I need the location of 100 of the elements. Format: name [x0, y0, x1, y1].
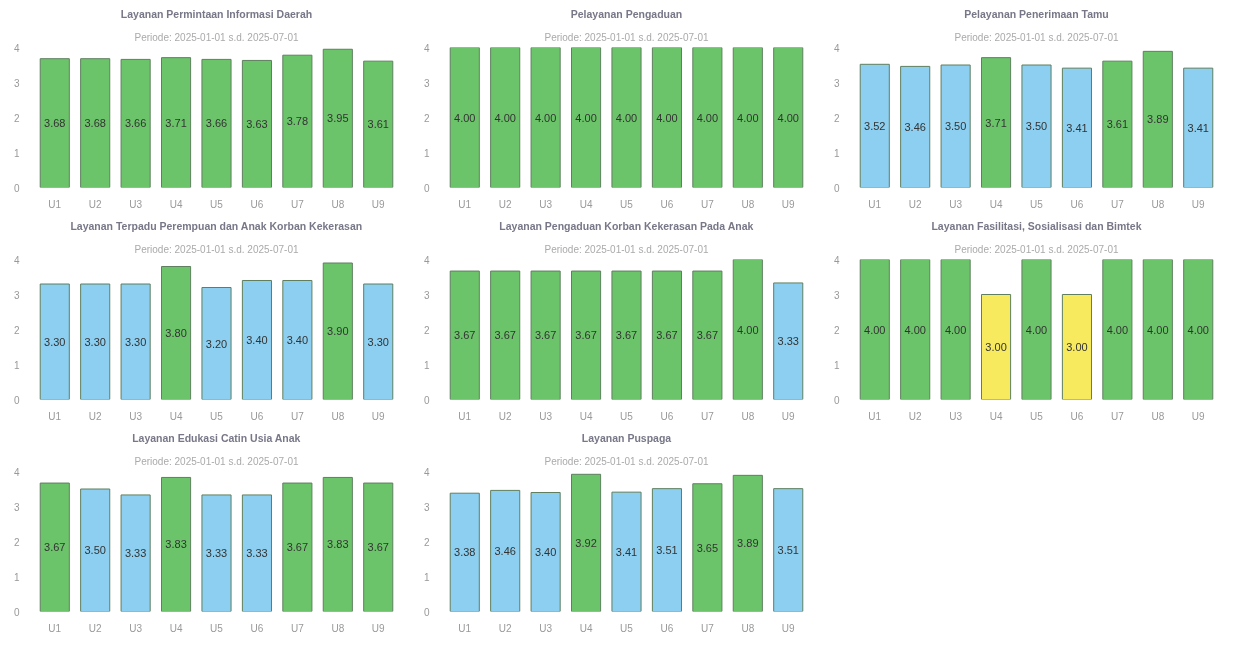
data-label: 3.46	[904, 120, 926, 133]
y-tick-label: 2	[423, 536, 430, 548]
x-tick-label: U2	[498, 198, 513, 210]
data-label: 3.67	[696, 329, 719, 342]
data-label: 3.89	[737, 537, 759, 550]
data-label: 3.50	[944, 120, 967, 133]
data-label: 3.68	[44, 117, 66, 130]
x-tick-label: U9	[371, 622, 386, 634]
chart-subtitle: Periode: 2025-01-01 s.d. 2025-07-01	[544, 455, 709, 467]
y-tick-label: 4	[13, 466, 20, 478]
x-tick-label: U8	[1151, 410, 1165, 422]
y-tick-label: 2	[833, 112, 840, 124]
data-label: 3.90	[327, 325, 349, 338]
x-tick-label: U2	[88, 198, 103, 210]
y-tick-label: 3	[423, 77, 430, 89]
data-label: 3.40	[286, 334, 309, 346]
y-tick-label: 1	[423, 147, 430, 159]
x-tick-label: U6	[250, 410, 264, 422]
data-label: 4.00	[864, 323, 886, 336]
data-label: 4.00	[944, 323, 967, 336]
x-tick-label: U5	[210, 198, 224, 210]
y-tick-label: 3	[13, 77, 20, 89]
chart-title: Pelayanan Pengaduan	[570, 7, 683, 20]
data-label: 3.33	[124, 547, 147, 560]
y-tick-label: 3	[833, 77, 840, 89]
x-tick-label: U5	[620, 198, 634, 210]
x-tick-label: U3	[539, 198, 553, 210]
data-label: 3.67	[615, 329, 638, 342]
y-tick-label: 4	[423, 254, 430, 266]
x-tick-label: U8	[741, 410, 755, 422]
y-tick-label: 2	[13, 324, 20, 336]
x-tick-label: U2	[498, 622, 513, 634]
x-tick-label: U4	[169, 198, 183, 210]
data-label: 3.67	[575, 329, 597, 342]
x-tick-label: U2	[908, 410, 923, 422]
data-label: 3.20	[205, 337, 228, 350]
x-tick-label: U6	[250, 198, 264, 210]
x-tick-label: U8	[741, 622, 755, 634]
x-tick-label: U1	[458, 198, 472, 210]
x-tick-label: U3	[539, 410, 553, 422]
x-tick-label: U4	[579, 198, 593, 210]
chart-title: Layanan Pengaduan Korban Kekerasan Pada Anak	[499, 219, 754, 232]
y-tick-label: 1	[833, 147, 840, 159]
data-label: 3.83	[165, 538, 187, 551]
x-tick-label: U5	[210, 410, 224, 422]
data-label: 3.41	[1066, 121, 1088, 134]
data-label: 3.67	[44, 541, 66, 554]
chart-subtitle: Periode: 2025-01-01 s.d. 2025-07-01	[544, 243, 709, 255]
chart-title: Layanan Puspaga	[581, 431, 672, 444]
x-tick-label: U5	[1030, 410, 1044, 422]
x-tick-label: U1	[48, 622, 62, 634]
data-label: 4.00	[696, 111, 719, 124]
data-label: 3.95	[327, 112, 349, 125]
x-tick-label: U7	[290, 622, 305, 634]
chart-subtitle: Periode: 2025-01-01 s.d. 2025-07-01	[134, 31, 299, 43]
x-tick-label: U4	[579, 622, 593, 634]
data-label: 3.65	[696, 541, 719, 554]
x-tick-label: U1	[458, 622, 472, 634]
x-tick-label: U8	[331, 410, 345, 422]
x-tick-label: U7	[700, 198, 715, 210]
data-label: 4.00	[737, 323, 759, 336]
chart-subtitle: Periode: 2025-01-01 s.d. 2025-07-01	[134, 455, 299, 467]
x-tick-label: U1	[48, 410, 62, 422]
x-tick-label: U5	[620, 622, 634, 634]
y-tick-label: 4	[423, 466, 430, 478]
chart-title: Layanan Permintaan Informasi Daerah	[120, 7, 313, 20]
x-tick-label: U1	[868, 410, 882, 422]
x-tick-label: U4	[169, 622, 183, 634]
y-tick-label: 3	[13, 501, 20, 513]
chart-subtitle: Periode: 2025-01-01 s.d. 2025-07-01	[954, 243, 1119, 255]
x-tick-label: U3	[129, 622, 143, 634]
x-tick-label: U3	[949, 198, 963, 210]
data-label: 3.33	[205, 547, 228, 560]
x-tick-label: U9	[1191, 198, 1206, 210]
x-tick-label: U6	[1070, 410, 1084, 422]
data-label: 3.83	[327, 538, 349, 551]
y-tick-label: 4	[833, 42, 840, 54]
y-tick-label: 0	[13, 182, 20, 194]
x-tick-label: U2	[88, 622, 103, 634]
chart-subtitle: Periode: 2025-01-01 s.d. 2025-07-01	[544, 31, 709, 43]
data-label: 3.92	[575, 536, 597, 549]
y-tick-label: 3	[13, 289, 20, 301]
data-label: 3.67	[367, 541, 389, 554]
data-label: 4.00	[454, 111, 476, 124]
data-label: 4.00	[1106, 323, 1129, 336]
x-tick-label: U2	[88, 410, 103, 422]
data-label: 4.00	[656, 111, 678, 124]
y-tick-label: 2	[13, 112, 20, 124]
data-label: 3.33	[777, 335, 799, 348]
x-tick-label: U1	[458, 410, 472, 422]
data-label: 4.00	[615, 111, 638, 124]
data-label: 3.67	[534, 329, 557, 342]
y-tick-label: 1	[423, 571, 430, 583]
y-tick-label: 0	[13, 606, 20, 618]
y-tick-label: 4	[13, 254, 20, 266]
x-tick-label: U5	[620, 410, 634, 422]
data-label: 3.41	[615, 545, 638, 558]
x-tick-label: U1	[868, 198, 882, 210]
data-label: 4.00	[1187, 323, 1209, 336]
x-tick-label: U5	[210, 622, 224, 634]
